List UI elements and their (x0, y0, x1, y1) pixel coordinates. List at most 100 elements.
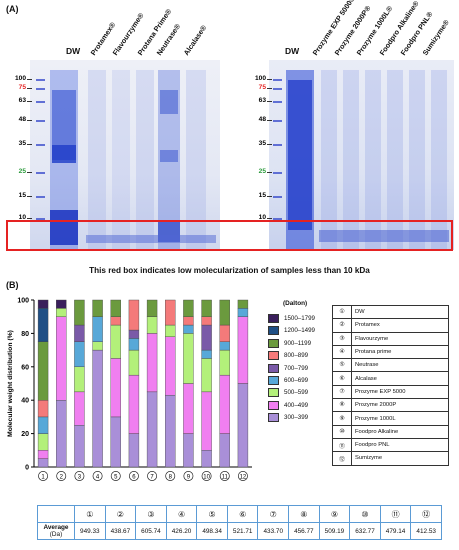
legend-item: 1500–1799 (268, 314, 315, 323)
sample-row: ② Protamex (332, 318, 449, 333)
x-tick-label: 4 (96, 474, 100, 480)
sample-name: Prozyme 1000L (351, 411, 449, 426)
sample-name: Prozyme 2000P (351, 398, 449, 413)
bar-segment (92, 316, 103, 342)
bar-segment (183, 383, 194, 434)
bar-segment (183, 333, 194, 384)
sample-row: ③ Flavourzyme (332, 331, 449, 346)
legend-label: 600–699 (284, 377, 309, 385)
category-marker (147, 471, 158, 481)
category-marker (219, 471, 230, 481)
sample-number: ⑥ (332, 371, 352, 386)
lane-header: DW (66, 46, 81, 56)
x-tick-label: 3 (78, 474, 82, 480)
panel-a-label: (A) (6, 4, 19, 14)
legend-swatch (268, 326, 279, 336)
marker-tick (267, 144, 272, 145)
marker-label: 35 (18, 140, 26, 147)
x-tick-label: 5 (114, 474, 118, 480)
sample-name: Alcalase (351, 371, 449, 386)
bar-segment (37, 341, 49, 401)
marker-tick (27, 172, 32, 173)
sample-number: ② (332, 318, 352, 333)
bar-segment (37, 399, 49, 418)
bar-segment (37, 450, 49, 459)
marker-tick (267, 120, 272, 121)
lane-header: Alcalase® (181, 23, 209, 58)
sample-number: ⑨ (332, 411, 352, 426)
sample-number: ⑪ (332, 437, 352, 453)
average-header-cell: ⑥ (226, 505, 259, 523)
legend-label: 700–799 (284, 364, 309, 372)
bar-segment (56, 299, 67, 309)
bar-segment (110, 358, 121, 418)
average-unit: (Da) (49, 531, 63, 538)
average-value-cell: 456.77 (288, 522, 320, 540)
bar-segment (183, 324, 194, 334)
x-tick-label: 10 (203, 474, 210, 480)
legend-swatch (268, 376, 279, 385)
average-value-cell: 949.33 (74, 522, 106, 540)
category-marker (201, 471, 212, 481)
sample-row: ⑫ Sumizyme (332, 451, 449, 466)
sample-number: ① (332, 304, 352, 320)
sample-name: Sumizyme (351, 451, 449, 466)
bar-segment (237, 299, 249, 309)
bar-segment (110, 324, 121, 359)
sample-name: Foodpro Alkaline (351, 424, 449, 439)
average-header-cell: ⑨ (318, 505, 351, 523)
average-header-cell: ④ (165, 505, 198, 523)
bar-segment (219, 324, 230, 342)
bar-segment (165, 299, 176, 326)
y-tick-label: 80 (21, 331, 29, 338)
marker-tick (27, 79, 32, 80)
average-header-cell: ② (104, 505, 137, 523)
legend-label: 1200–1499 (284, 327, 315, 335)
y-tick-label: 0 (25, 465, 29, 472)
bar-segment (201, 349, 212, 359)
marker-tick (27, 88, 32, 89)
sample-name: Protana prime (351, 344, 449, 360)
average-table-corner (37, 505, 75, 523)
sample-number: ⑦ (332, 384, 352, 400)
marker-label: 48 (258, 116, 266, 123)
sample-name: Protamex (351, 318, 449, 333)
bar-segment (183, 299, 194, 317)
average-header-cell: ⑧ (288, 505, 320, 523)
sample-row: ① DW (332, 304, 449, 320)
sample-name: Neutrase (351, 358, 449, 373)
marker-label: 25 (258, 168, 266, 175)
average-value-cell: 521.71 (226, 522, 259, 540)
category-marker (128, 471, 139, 481)
bar-segment (56, 308, 67, 317)
average-value-cell: 479.14 (379, 522, 412, 540)
marker-label: 75 (258, 84, 266, 91)
legend-label: 500–599 (284, 389, 309, 397)
sample-row: ⑥ Alcalase (332, 371, 449, 386)
average-header-cell: ⑦ (257, 505, 290, 523)
legend-item: 300–399 (268, 413, 309, 423)
bar-segment (92, 299, 103, 317)
sample-number: ④ (332, 344, 352, 360)
category-marker (74, 471, 85, 481)
bar-segment (165, 324, 176, 337)
marker-label: 35 (258, 140, 266, 147)
average-row-label: Average (Da) (37, 522, 75, 540)
average-value-cell: 632.77 (349, 522, 381, 540)
bar-segment (74, 299, 85, 326)
bar-segment (92, 341, 103, 351)
marker-tick (27, 101, 32, 102)
y-tick-label: 40 (21, 398, 29, 405)
average-header-cell: ① (74, 505, 106, 523)
legend-item: 900–1199 (268, 338, 311, 348)
bar-segment (146, 316, 158, 334)
bar-segment (183, 433, 194, 468)
bar-segment (37, 416, 49, 434)
average-value-cell: 438.67 (104, 522, 137, 540)
bar-segment (74, 425, 85, 468)
bar-segment (74, 341, 85, 367)
legend-label: 300–399 (284, 414, 309, 422)
x-tick-label: 7 (150, 474, 154, 480)
gel-caption: This red box indicates low molecularizat… (89, 266, 370, 275)
average-value-cell: 426.20 (165, 522, 198, 540)
